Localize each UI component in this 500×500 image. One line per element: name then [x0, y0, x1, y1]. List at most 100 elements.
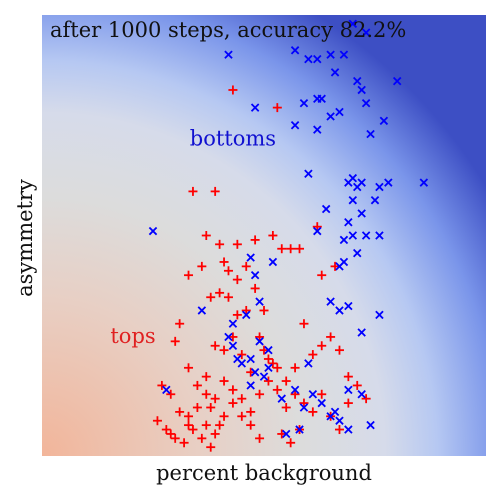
bottoms-point	[361, 28, 371, 37]
tops-point	[272, 363, 282, 373]
bottoms-point	[304, 359, 313, 368]
tops-point	[228, 85, 238, 95]
tops-point	[268, 231, 278, 240]
tops-point	[250, 235, 260, 245]
bottoms-point	[259, 372, 269, 381]
tops-point	[210, 186, 220, 196]
tops-point	[219, 345, 229, 355]
tops-point	[361, 394, 371, 404]
bottoms-point	[326, 297, 335, 306]
bottoms-point	[255, 297, 264, 306]
bottoms-point	[290, 385, 300, 395]
tops-point	[343, 398, 353, 408]
tops-point	[268, 358, 278, 368]
tops-point	[201, 420, 211, 430]
bottoms-point	[361, 231, 371, 240]
tops-point	[330, 261, 340, 271]
bottoms-point	[375, 182, 384, 192]
tops-point	[201, 372, 211, 382]
class-label-tops: tops	[110, 324, 155, 348]
bottoms-point	[335, 416, 344, 425]
bottoms-point	[295, 425, 304, 434]
tops-point	[228, 398, 238, 408]
tops-point	[255, 332, 265, 342]
tops-point	[175, 407, 185, 417]
bottoms-point	[357, 328, 366, 337]
bottoms-point	[281, 429, 291, 439]
tops-point	[219, 376, 229, 386]
bottoms-point	[357, 390, 366, 399]
bottoms-point	[228, 341, 238, 350]
tops-point	[232, 310, 242, 320]
tops-point	[326, 332, 336, 342]
bottoms-point	[290, 46, 300, 55]
bottoms-point	[375, 231, 384, 240]
bottoms-point	[250, 367, 260, 377]
tops-point	[197, 261, 207, 271]
bottoms-point	[379, 116, 389, 126]
bottoms-point	[290, 121, 300, 130]
tops-point	[184, 270, 194, 280]
tops-point	[170, 433, 180, 443]
bottoms-point	[344, 301, 353, 311]
y-axis-label: asymmetry	[13, 179, 37, 297]
tops-point	[317, 270, 327, 280]
tops-point	[334, 425, 344, 435]
tops-point	[232, 239, 242, 249]
tops-point	[237, 411, 247, 421]
tops-point	[241, 305, 251, 315]
bottoms-point	[361, 98, 371, 108]
tops-point	[334, 345, 344, 355]
bottoms-point	[268, 257, 278, 267]
tops-point	[241, 261, 251, 271]
tops-point	[295, 244, 305, 254]
tops-point	[175, 319, 185, 329]
bottoms-point	[366, 129, 375, 139]
bottoms-point	[357, 85, 366, 95]
bottoms-point	[330, 407, 340, 417]
tops-point	[246, 367, 256, 377]
bottoms-point	[308, 390, 318, 399]
bottoms-point	[299, 98, 309, 108]
bottoms-point	[344, 425, 353, 434]
tops-point	[201, 389, 211, 399]
bottoms-point	[375, 310, 384, 320]
bottoms-point	[335, 262, 344, 271]
bottoms-point	[197, 306, 207, 315]
tops-point	[286, 244, 296, 254]
bottoms-point	[313, 226, 322, 236]
bottoms-point	[250, 270, 260, 280]
bottoms-point	[313, 54, 322, 64]
bottoms-point	[330, 68, 340, 77]
tops-point	[206, 292, 216, 302]
bottoms-point	[357, 209, 366, 218]
tops-point	[223, 266, 233, 276]
tops-point	[277, 429, 287, 439]
tops-point	[201, 231, 211, 240]
bottoms-point	[317, 94, 326, 104]
bottoms-point	[264, 363, 273, 373]
tops-point	[184, 411, 194, 421]
tops-point	[188, 186, 198, 196]
tops-point	[281, 402, 291, 412]
tops-point	[219, 257, 229, 267]
tops-point	[232, 275, 242, 285]
tops-point	[228, 385, 238, 395]
tops-point	[290, 389, 300, 399]
bottoms-point	[384, 178, 393, 187]
tops-point	[152, 416, 162, 426]
bottoms-point	[344, 385, 353, 395]
tops-point	[188, 425, 198, 435]
bottoms-point	[348, 19, 358, 29]
chart-title: after 1000 steps, accuracy 82.2%	[50, 18, 406, 42]
tops-point	[219, 411, 229, 421]
bottoms-point	[335, 306, 344, 315]
tops-point	[192, 380, 202, 390]
tops-point	[184, 420, 194, 430]
bottoms-point	[228, 319, 238, 328]
bottoms-point	[370, 195, 380, 205]
tops-point	[290, 363, 300, 373]
tops-point	[308, 350, 318, 360]
tops-point	[166, 389, 176, 399]
bottoms-point	[264, 345, 273, 355]
